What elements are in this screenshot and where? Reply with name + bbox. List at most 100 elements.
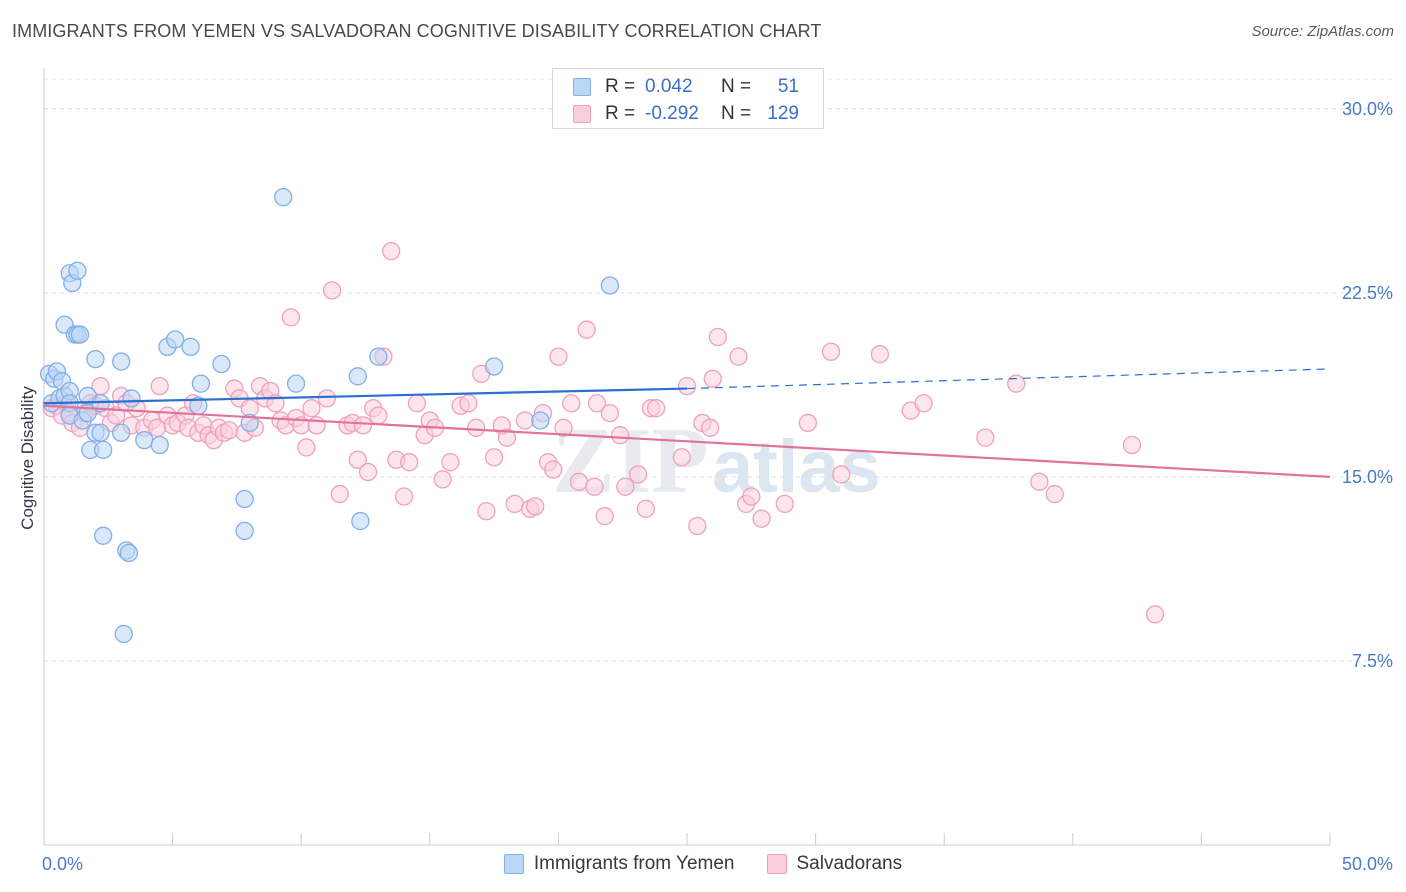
- x-tick-label-1: 50.0%: [1342, 854, 1393, 874]
- legend-r-label: R =: [605, 76, 636, 97]
- legend-n-label: N =: [721, 103, 752, 124]
- point-yemen-25: [94, 440, 113, 460]
- legend-item-salvadorans[interactable]: Salvadorans: [766, 853, 903, 875]
- legend-swatch-yemen: [573, 78, 591, 96]
- point-salvadorans-46: [281, 308, 301, 327]
- point-salvadorans-126: [1145, 605, 1165, 624]
- point-salvadorans-82: [515, 411, 535, 430]
- point-salvadorans-61: [369, 406, 388, 425]
- point-yemen-51: [600, 276, 619, 295]
- point-salvadorans-103: [672, 448, 692, 467]
- point-salvadorans-100: [636, 499, 655, 518]
- point-salvadorans-113: [752, 509, 771, 528]
- point-salvadorans-112: [742, 487, 761, 506]
- point-yemen-45: [286, 374, 306, 393]
- point-salvadorans-107: [700, 418, 720, 437]
- point-salvadorans-87: [544, 460, 563, 479]
- point-yemen-44: [274, 188, 293, 207]
- point-salvadorans-58: [353, 416, 373, 435]
- legend-r-label: R =: [605, 103, 636, 124]
- y-tick-label-1: 15.0%: [1342, 467, 1393, 487]
- point-salvadorans-67: [407, 394, 427, 413]
- point-salvadorans-77: [477, 502, 496, 521]
- point-salvadorans-125: [1122, 435, 1142, 455]
- correlation-legend: R = 0.042 N = 51 R = -0.292 N = 129: [552, 68, 824, 129]
- point-salvadorans-53: [322, 281, 342, 300]
- point-salvadorans-116: [821, 342, 841, 361]
- point-salvadorans-88: [549, 347, 568, 366]
- point-salvadorans-118: [870, 345, 890, 364]
- watermark-atlas: atlas: [712, 425, 881, 508]
- gridlines: [44, 78, 1392, 662]
- legend-r-value-salvadorans: -0.292: [645, 103, 699, 124]
- point-yemen-31: [119, 543, 139, 563]
- point-yemen-26: [94, 526, 113, 545]
- point-yemen-50: [531, 411, 550, 430]
- legend-row-salvadorans: R = -0.292 N = 129: [573, 103, 799, 125]
- x-tick-label-0: 0.0%: [42, 854, 83, 874]
- trend-line-extension-yemen: [686, 368, 1331, 390]
- y-tick-label-2: 22.5%: [1342, 283, 1393, 303]
- point-salvadorans-120: [914, 394, 933, 413]
- legend-item-yemen[interactable]: Immigrants from Yemen: [503, 853, 735, 875]
- point-salvadorans-13: [106, 406, 126, 425]
- point-salvadorans-123: [1030, 472, 1049, 491]
- point-yemen-41: [235, 489, 254, 509]
- point-yemen-27: [112, 423, 131, 442]
- legend-row-yemen: R = 0.042 N = 51: [573, 76, 799, 98]
- point-yemen-42: [235, 521, 254, 541]
- point-salvadorans-121: [976, 428, 995, 447]
- point-yemen-37: [181, 337, 200, 356]
- point-salvadorans-74: [459, 394, 478, 413]
- point-salvadorans-94: [587, 394, 607, 413]
- series-yemen-points: [39, 188, 619, 644]
- point-yemen-15: [68, 261, 87, 280]
- point-yemen-39: [191, 374, 211, 393]
- point-salvadorans-59: [358, 462, 378, 482]
- point-yemen-40: [212, 354, 231, 374]
- point-salvadorans-71: [433, 470, 452, 489]
- point-yemen-49: [484, 357, 504, 376]
- point-yemen-24: [91, 423, 110, 442]
- series-legend: Immigrants from Yemen Salvadorans: [0, 852, 1406, 876]
- point-salvadorans-90: [562, 394, 581, 413]
- point-yemen-22: [86, 349, 105, 369]
- legend-swatch-salvadorans: [573, 105, 591, 123]
- point-salvadorans-50: [302, 399, 321, 418]
- point-salvadorans-52: [317, 389, 337, 408]
- point-yemen-48: [369, 347, 388, 366]
- point-salvadorans-124: [1045, 484, 1064, 504]
- point-salvadorans-117: [832, 465, 851, 484]
- point-yemen-43: [240, 413, 259, 433]
- point-salvadorans-34: [220, 421, 239, 440]
- legend-label-yemen: Immigrants from Yemen: [533, 853, 735, 874]
- point-yemen-33: [135, 430, 154, 450]
- chart-title: IMMIGRANTS FROM YEMEN VS SALVADORAN COGN…: [12, 21, 822, 41]
- watermark: ZIP atlas: [552, 409, 881, 513]
- point-salvadorans-92: [577, 320, 596, 339]
- point-yemen-34: [150, 435, 169, 455]
- point-salvadorans-21: [150, 376, 169, 396]
- point-salvadorans-115: [798, 413, 818, 433]
- point-salvadorans-108: [703, 369, 722, 388]
- point-salvadorans-66: [400, 453, 419, 472]
- axes: [43, 68, 1331, 846]
- legend-label-salvadorans: Salvadorans: [796, 853, 903, 874]
- series-salvadorans-points: [42, 241, 1165, 624]
- point-salvadorans-93: [585, 477, 604, 496]
- point-yemen-36: [166, 330, 185, 349]
- point-salvadorans-114: [775, 494, 794, 514]
- point-salvadorans-96: [600, 403, 619, 423]
- source-credit: Source: ZipAtlas.com: [1251, 23, 1394, 40]
- point-salvadorans-109: [708, 327, 728, 347]
- point-salvadorans-105: [688, 516, 707, 536]
- point-salvadorans-102: [646, 399, 666, 418]
- point-salvadorans-63: [382, 241, 401, 261]
- trend-line-salvadorans: [43, 404, 1331, 479]
- point-salvadorans-89: [554, 418, 573, 437]
- tick-labels: 7.5% 15.0% 22.5% 30.0% 0.0% 50.0%: [42, 99, 1393, 874]
- point-salvadorans-99: [628, 465, 648, 484]
- point-salvadorans-84: [526, 497, 545, 516]
- point-salvadorans-57: [348, 450, 367, 469]
